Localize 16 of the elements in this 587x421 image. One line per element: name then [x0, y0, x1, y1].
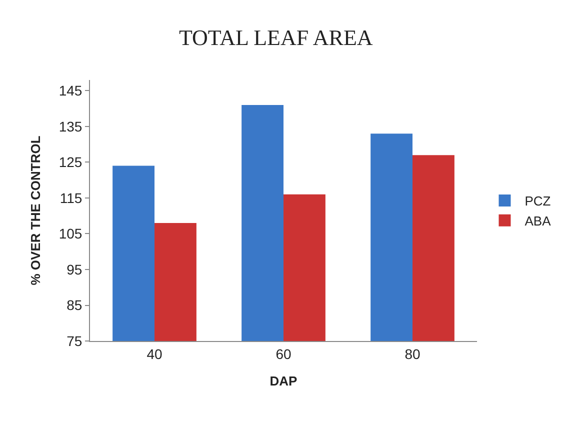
y-tick-label: 85 [66, 297, 82, 314]
x-axis-title: DAP [270, 373, 298, 388]
x-tick-label: 80 [404, 346, 420, 362]
x-tick-label: 40 [146, 346, 162, 362]
x-tick-label: 60 [276, 346, 292, 362]
y-tick-label: 135 [58, 118, 82, 134]
legend-label: ABA [524, 213, 552, 228]
y-axis-title: % OVER THE CONTROL [28, 136, 43, 286]
y-tick-label: 125 [58, 154, 82, 170]
y-tick-label: 75 [66, 332, 82, 349]
y-tick-label: 145 [58, 82, 82, 99]
y-tick-label: 95 [66, 261, 82, 278]
legend-label: PCZ [524, 194, 551, 209]
chart-title: TOTAL LEAF AREA [178, 24, 373, 50]
y-tick-label: 115 [60, 190, 82, 206]
y-tick-label: 105 [58, 226, 82, 242]
